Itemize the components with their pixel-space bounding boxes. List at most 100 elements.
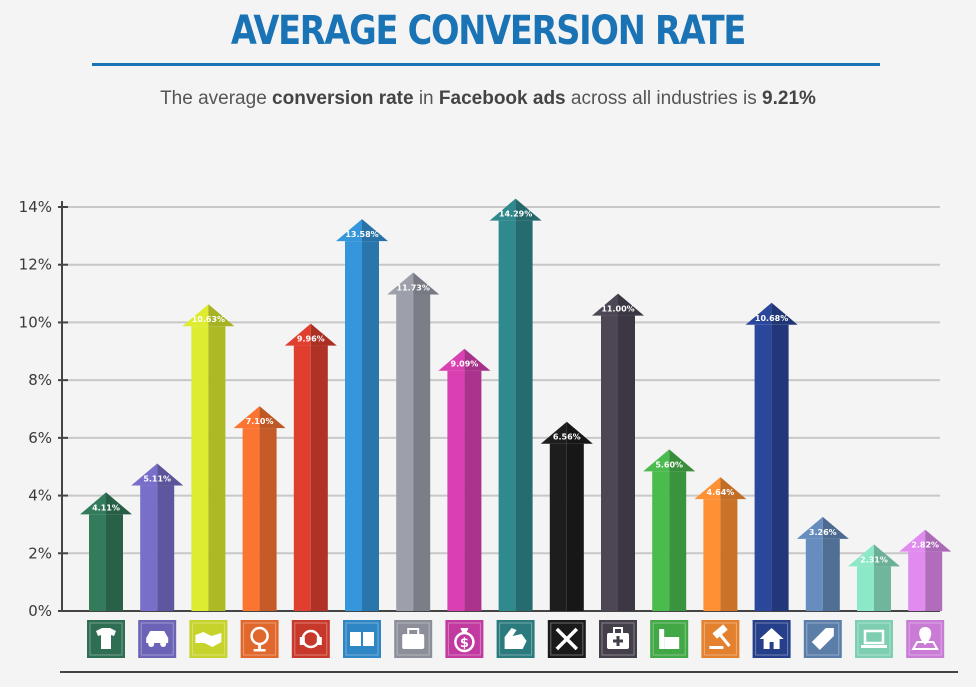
bar-arrowhead-right bbox=[106, 492, 132, 515]
bar-shaft-right bbox=[618, 315, 635, 611]
bar-shaft-left bbox=[89, 514, 106, 611]
subtitle-text-3: across all industries is bbox=[565, 88, 763, 109]
bar-value-label: 5.60% bbox=[655, 460, 683, 469]
bar-shaft-left bbox=[293, 345, 311, 611]
bar-arrowhead-right bbox=[771, 302, 798, 325]
map-pin-icon bbox=[906, 620, 945, 658]
first-aid-kit-icon bbox=[599, 620, 637, 658]
bar-shaft-right bbox=[720, 499, 738, 611]
bar-arrowhead-left bbox=[540, 421, 567, 444]
y-tick-label: 0% bbox=[28, 602, 52, 620]
bar-value-label: 4.64% bbox=[707, 488, 735, 497]
money-bag-icon: $ bbox=[445, 620, 484, 658]
bar-arrowhead-left bbox=[438, 348, 465, 371]
subtitle-text-2: in bbox=[413, 88, 439, 109]
bar-arrowhead-right bbox=[822, 516, 849, 539]
bar-value-label: 2.82% bbox=[911, 541, 939, 550]
bar-arrowhead-right bbox=[618, 293, 644, 316]
bar-arrowhead-left bbox=[387, 272, 414, 295]
bar-shaft-left bbox=[601, 315, 618, 611]
bar-value-label: 14.29% bbox=[499, 210, 532, 219]
bar-value-label: 2.31% bbox=[860, 555, 888, 564]
subtitle-text-1: The average bbox=[160, 88, 273, 109]
bar-shaft-left bbox=[396, 294, 414, 611]
factory-icon bbox=[650, 620, 689, 658]
bar-shaft-right bbox=[157, 485, 175, 611]
bar-shaft-left bbox=[908, 551, 926, 611]
bar-arrowhead-right bbox=[874, 544, 900, 567]
bar-shaft-left bbox=[498, 220, 516, 612]
bar-arrowhead-left bbox=[80, 492, 106, 515]
bar-shaft-left bbox=[345, 241, 362, 611]
bar-value-label: 13.58% bbox=[345, 230, 378, 239]
tshirt-icon bbox=[87, 620, 125, 658]
bar-arrowhead-left bbox=[643, 449, 670, 472]
car-icon bbox=[138, 620, 177, 658]
bar-shaft-right bbox=[822, 538, 840, 611]
bar-shaft-right bbox=[515, 220, 533, 612]
tools-icon bbox=[547, 620, 586, 658]
subtitle-emphasis-1: conversion rate bbox=[272, 88, 414, 109]
bar-value-label: 6.56% bbox=[553, 433, 581, 442]
bar-value-label: 11.73% bbox=[397, 284, 430, 293]
bar-shaft-left bbox=[754, 324, 772, 611]
bar-shaft-left bbox=[447, 370, 465, 611]
subtitle-emphasis-2: Facebook ads bbox=[438, 88, 566, 109]
bar-shaft-right bbox=[464, 370, 482, 611]
bar-arrowhead-left bbox=[182, 304, 209, 327]
bar-shaft-right bbox=[874, 566, 891, 611]
bar-value-label: 5.11% bbox=[143, 475, 171, 484]
house-icon bbox=[752, 620, 791, 658]
bar-shaft-right bbox=[925, 551, 943, 611]
bar-shaft-left bbox=[549, 443, 567, 611]
bar-arrowhead-right bbox=[413, 272, 440, 295]
bar-arrowhead-left bbox=[899, 529, 926, 552]
bar-shaft-right bbox=[259, 428, 277, 611]
bar-arrowhead-right bbox=[310, 323, 337, 346]
bar-value-label: 3.26% bbox=[809, 528, 837, 537]
bar-arrowhead-right bbox=[362, 219, 388, 242]
bar-arrowhead-right bbox=[669, 449, 696, 472]
chart-title: AVERAGE CONVERSION RATE bbox=[230, 8, 746, 54]
svg-text:$: $ bbox=[460, 636, 469, 651]
bar-shaft-right bbox=[106, 514, 123, 611]
bar-arrowhead-right bbox=[925, 529, 952, 552]
bar-shaft-left bbox=[857, 566, 874, 611]
bar-arrowhead-right bbox=[515, 198, 542, 221]
laptop-icon bbox=[855, 620, 893, 658]
bar-shaft-left bbox=[242, 428, 260, 611]
briefcase-icon bbox=[394, 620, 433, 658]
bar-arrowhead-left bbox=[848, 544, 874, 567]
muscle-arm-icon bbox=[496, 620, 535, 658]
bar-arrowhead-left bbox=[745, 302, 772, 325]
title-underline bbox=[92, 63, 880, 66]
bar-arrowhead-right bbox=[720, 477, 747, 500]
bar-shaft-left bbox=[140, 485, 158, 611]
bar-arrowhead-right bbox=[208, 304, 235, 327]
book-icon bbox=[343, 620, 381, 658]
bar-value-label: 7.10% bbox=[246, 417, 274, 426]
bar-arrowhead-left bbox=[336, 219, 362, 242]
y-tick-label: 14% bbox=[19, 198, 52, 216]
bar-value-label: 10.68% bbox=[755, 314, 788, 323]
bar-value-label: 9.96% bbox=[297, 335, 325, 344]
bar-value-label: 4.11% bbox=[92, 503, 120, 512]
bar-arrowhead-left bbox=[233, 406, 260, 429]
y-tick-label: 2% bbox=[28, 544, 52, 562]
y-tick-label: 6% bbox=[28, 429, 52, 447]
bar-shaft-right bbox=[771, 324, 789, 611]
price-tag-icon bbox=[803, 620, 842, 658]
y-tick-label: 12% bbox=[19, 256, 52, 274]
bar-arrowhead-right bbox=[259, 406, 286, 429]
bar-value-label: 10.63% bbox=[192, 315, 225, 324]
y-tick-label: 4% bbox=[28, 487, 52, 505]
subtitle-average-value: 9.21% bbox=[762, 88, 816, 109]
bar-shaft-right bbox=[566, 443, 584, 611]
bar-shaft-right bbox=[362, 241, 379, 611]
bar-shaft-right bbox=[310, 345, 328, 611]
y-tick-label: 8% bbox=[28, 371, 52, 389]
headset-icon bbox=[291, 620, 330, 658]
bar-arrowhead-left bbox=[592, 293, 618, 316]
